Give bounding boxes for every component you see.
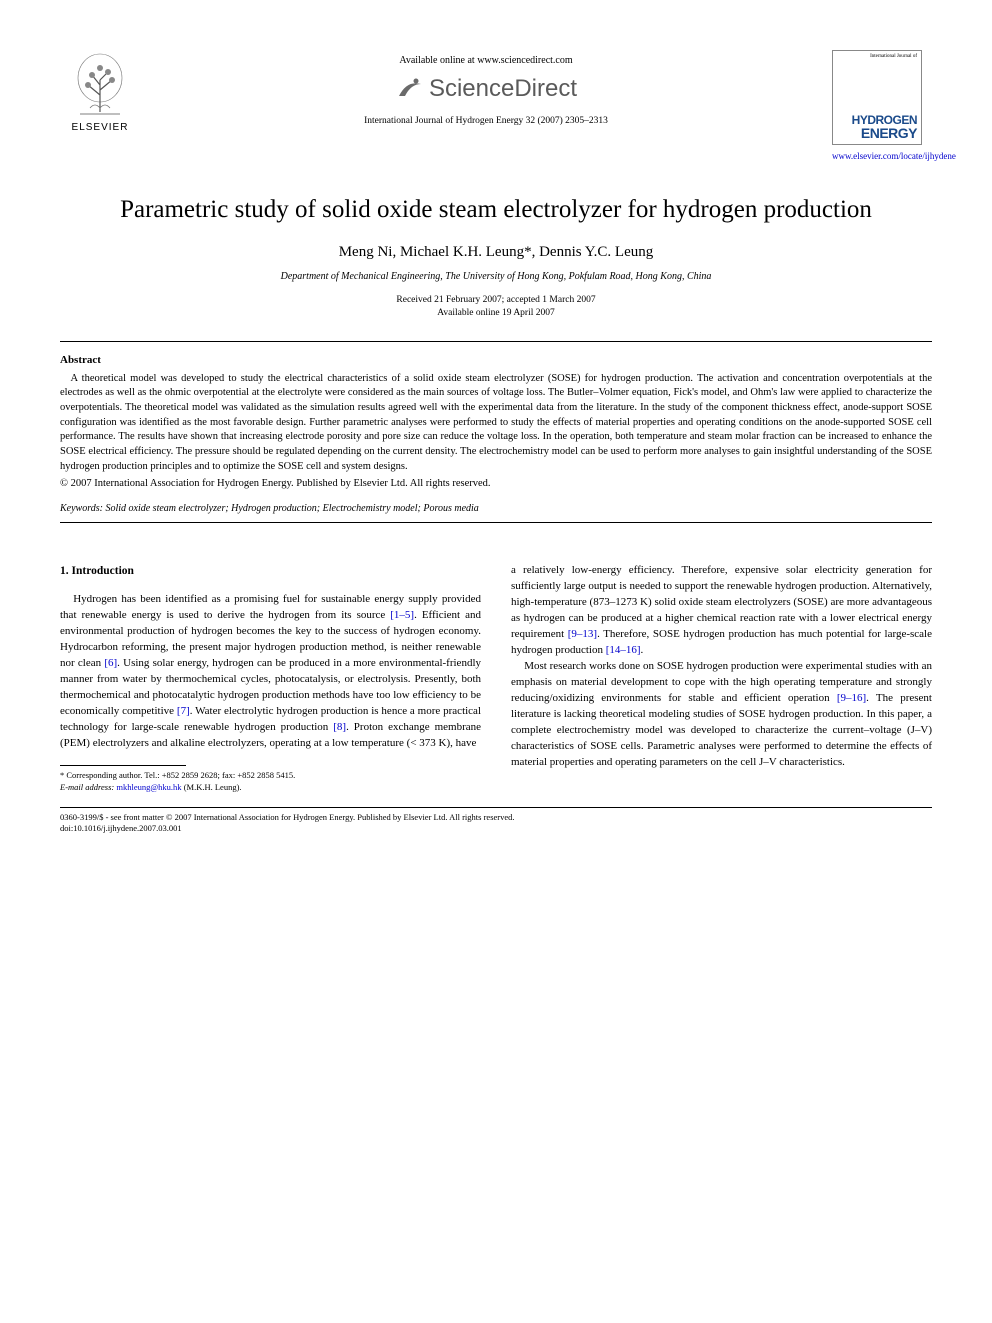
journal-logo-block: International Journal of HYDROGEN ENERGY… [832, 50, 932, 161]
footnote-email-suffix: (M.K.H. Leung). [182, 782, 242, 792]
header-row: ELSEVIER Available online at www.science… [60, 50, 932, 161]
ref-link[interactable]: [1–5] [390, 609, 414, 621]
journal-cover-icon: International Journal of HYDROGEN ENERGY [832, 50, 922, 145]
doi-text: doi:10.1016/j.ijhydene.2007.03.001 [60, 823, 182, 833]
article-title: Parametric study of solid oxide steam el… [60, 196, 932, 224]
front-matter-line1: 0360-3199/$ - see front matter © 2007 In… [60, 812, 515, 822]
bottom-divider [60, 807, 932, 808]
abstract-copyright: © 2007 International Association for Hyd… [60, 478, 932, 489]
email-link[interactable]: mkhleung@hku.hk [116, 782, 181, 792]
keywords-label: Keywords: [60, 503, 103, 514]
journal-logo-subtitle: International Journal of [870, 54, 917, 60]
divider [60, 522, 932, 523]
footnote-email-line: E-mail address: mkhleung@hku.hk (M.K.H. … [60, 782, 481, 793]
ref-link[interactable]: [6] [104, 657, 117, 669]
publisher-name: ELSEVIER [72, 122, 129, 133]
keywords-text: Solid oxide steam electrolyzer; Hydrogen… [103, 503, 479, 514]
available-online-text: Available online at www.sciencedirect.co… [140, 55, 832, 66]
intro-paragraph-2: Most research works done on SOSE hydroge… [511, 659, 932, 771]
affiliation: Department of Mechanical Engineering, Th… [60, 271, 932, 282]
sciencedirect-swoosh-icon [395, 74, 425, 104]
authors: Meng Ni, Michael K.H. Leung*, Dennis Y.C… [60, 244, 932, 261]
intro-paragraph-1-cont: a relatively low-energy efficiency. Ther… [511, 563, 932, 659]
abstract-body: A theoretical model was developed to stu… [60, 372, 932, 475]
left-column: 1. Introduction Hydrogen has been identi… [60, 563, 481, 792]
journal-citation: International Journal of Hydrogen Energy… [140, 116, 832, 126]
footnote-separator [60, 765, 186, 766]
footnote-tel-fax: * Corresponding author. Tel.: +852 2859 … [60, 770, 481, 781]
intro-paragraph-1: Hydrogen has been identified as a promis… [60, 592, 481, 751]
received-date: Received 21 February 2007; accepted 1 Ma… [396, 295, 595, 305]
ref-link[interactable]: [7] [177, 705, 190, 717]
corresponding-author-footnote: * Corresponding author. Tel.: +852 2859 … [60, 770, 481, 792]
center-header: Available online at www.sciencedirect.co… [140, 50, 832, 126]
article-dates: Received 21 February 2007; accepted 1 Ma… [60, 294, 932, 321]
ref-link[interactable]: [14–16] [606, 644, 641, 656]
front-matter-text: 0360-3199/$ - see front matter © 2007 In… [60, 812, 932, 834]
elsevier-tree-icon [70, 50, 130, 120]
divider [60, 341, 932, 342]
ref-link[interactable]: [9–13] [568, 628, 597, 640]
available-date: Available online 19 April 2007 [437, 308, 555, 318]
footnote-email-label: E-mail address: [60, 782, 116, 792]
publisher-logo-block: ELSEVIER [60, 50, 140, 133]
ref-link[interactable]: [8] [333, 721, 346, 733]
right-column: a relatively low-energy efficiency. Ther… [511, 563, 932, 792]
abstract-heading: Abstract [60, 354, 932, 366]
sciencedirect-logo: ScienceDirect [140, 74, 832, 104]
journal-logo-word2: ENERGY [837, 126, 917, 140]
keywords: Keywords: Solid oxide steam electrolyzer… [60, 503, 932, 514]
sciencedirect-text: ScienceDirect [429, 75, 577, 103]
journal-url-link[interactable]: www.elsevier.com/locate/ijhydene [832, 151, 932, 161]
section-heading: 1. Introduction [60, 563, 481, 580]
ref-link[interactable]: [9–16] [837, 692, 866, 704]
body-columns: 1. Introduction Hydrogen has been identi… [60, 563, 932, 792]
